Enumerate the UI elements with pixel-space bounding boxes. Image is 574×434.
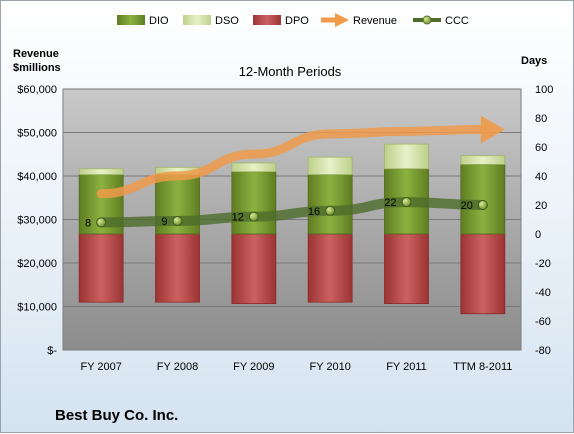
- legend-label-revenue: Revenue: [353, 15, 397, 27]
- right-tick-label: -60: [535, 316, 551, 328]
- x-tick-label: FY 2011: [386, 361, 427, 373]
- x-tick-label: TTM 8-2011: [453, 361, 512, 373]
- legend-label-ccc: CCC: [445, 15, 469, 27]
- left-axis-label-line2: $millions: [13, 62, 61, 74]
- ccc-data-label: 9: [161, 216, 167, 228]
- revenue-series: [96, 115, 505, 199]
- revenue-arrowhead: [480, 115, 505, 144]
- left-tick-label: $10,000: [17, 302, 57, 314]
- x-axis-ticks: FY 2007 FY 2008 FY 2009 FY 2010 FY 2011 TTM 8…: [80, 361, 512, 373]
- right-tick-label: -20: [535, 258, 551, 270]
- x-tick-label: FY 2010: [309, 361, 350, 373]
- left-tick-label: $40,000: [17, 171, 57, 183]
- x-tick-label: FY 2008: [157, 361, 198, 373]
- x-tick-label: FY 2007: [80, 361, 121, 373]
- right-tick-label: 0: [535, 229, 541, 241]
- ccc-point: [477, 200, 488, 210]
- bar-dpo: [155, 233, 200, 303]
- bar-dpo: [384, 233, 429, 304]
- ccc-point: [172, 215, 183, 226]
- legend-swatch-dpo: [253, 15, 281, 25]
- legend-swatch-dso: [183, 15, 211, 25]
- right-tick-label: 20: [535, 200, 547, 212]
- right-tick-label: 80: [535, 113, 547, 125]
- left-tick-label: $60,000: [17, 84, 57, 96]
- legend-label-dpo: DPO: [285, 15, 309, 27]
- left-tick-label: $-: [47, 345, 57, 357]
- bar-dso: [78, 168, 124, 175]
- left-tick-label: $50,000: [17, 128, 57, 140]
- ccc-data-label: 12: [232, 212, 244, 224]
- ccc-data-label: 16: [308, 206, 320, 218]
- bar-dso: [231, 162, 277, 173]
- legend-swatch-dio: [117, 15, 145, 25]
- bar-dso: [384, 143, 429, 170]
- legend-swatch-revenue: [321, 13, 349, 27]
- x-tick-label: FY 2009: [233, 361, 274, 373]
- right-axis-label: Days: [521, 55, 547, 67]
- bar-dso: [460, 155, 506, 165]
- ccc-line: [96, 197, 488, 228]
- left-tick-label: $30,000: [17, 215, 57, 227]
- right-tick-label: 40: [535, 171, 547, 183]
- right-axis-ticks: -80 -60 -40 -20 0 20 40 60 80 100: [535, 84, 553, 357]
- bar-dso: [307, 156, 353, 175]
- bar-dio: [231, 171, 277, 235]
- ccc-point: [248, 211, 259, 222]
- bar-dpo: [460, 233, 506, 315]
- right-tick-label: 60: [535, 142, 547, 154]
- left-axis-ticks: $- $10,000 $20,000 $30,000 $40,000 $50,000 $60…: [17, 84, 57, 357]
- ccc-series: 8 9 12 16 22 20: [85, 197, 488, 229]
- revenue-line: [96, 125, 488, 199]
- right-tick-label: -80: [535, 345, 551, 357]
- ccc-point: [401, 197, 412, 208]
- bar-dpo: [78, 233, 124, 303]
- ccc-point: [325, 205, 336, 216]
- ccc-data-label: 8: [85, 217, 91, 229]
- right-tick-label: 100: [535, 84, 553, 96]
- left-tick-label: $20,000: [17, 258, 57, 270]
- legend: DIO DSO DPO Revenue CCC: [117, 13, 469, 27]
- chart-title: 12-Month Periods: [239, 64, 342, 79]
- bar-dio: [307, 174, 353, 235]
- bar-dio: [460, 163, 506, 235]
- ccc-data-label: 22: [384, 197, 396, 209]
- legend-label-dio: DIO: [149, 15, 169, 27]
- company-name: Best Buy Co. Inc.: [55, 407, 178, 424]
- bar-dpo: [307, 233, 353, 303]
- ccc-point: [96, 217, 107, 228]
- bar-dpo: [231, 233, 277, 304]
- legend-label-dso: DSO: [215, 15, 239, 27]
- legend-swatch-ccc: [413, 15, 441, 25]
- left-axis-label-line1: Revenue: [13, 48, 59, 60]
- right-tick-label: -40: [535, 287, 551, 299]
- ccc-data-label: 20: [461, 200, 473, 212]
